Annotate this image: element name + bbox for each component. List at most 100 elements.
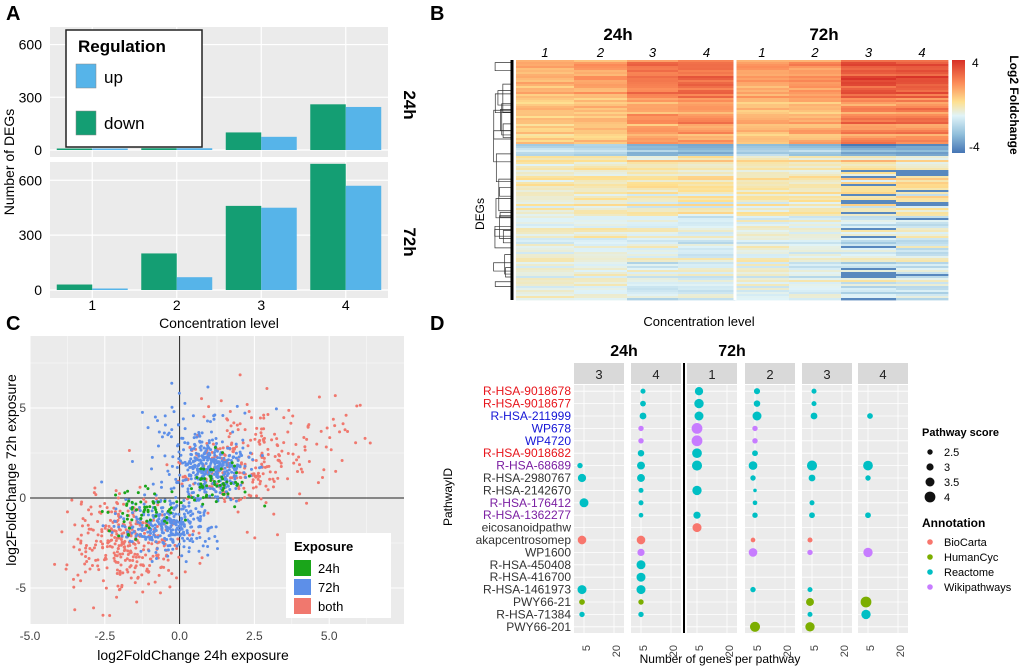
scatter-point-both	[211, 442, 215, 446]
scatter-point-72h	[206, 458, 210, 462]
heatmap-x-label: Concentration level	[643, 314, 754, 329]
scatter-point-24h	[199, 482, 203, 486]
heatmap-cell	[516, 232, 575, 235]
scatter-point-72h	[229, 458, 233, 462]
scatter-point-24h	[169, 511, 173, 515]
heatmap-cell	[896, 96, 949, 99]
scatter-point-both	[85, 560, 89, 564]
heatmap-cell	[678, 190, 736, 193]
scatter-point-both	[298, 463, 302, 467]
colorbar-title: Log2 Foldchange	[1007, 55, 1021, 155]
heatmap-cell	[516, 248, 575, 251]
scatter-point-both	[266, 447, 270, 451]
heatmap-cell	[627, 128, 679, 131]
heatmap-column-label: 3	[649, 45, 657, 60]
heatmap-cell	[516, 156, 575, 159]
heatmap-cell	[627, 186, 679, 189]
scatter-point-24h	[209, 478, 213, 482]
heatmap-cell	[735, 186, 790, 189]
scatter-point-72h	[251, 458, 255, 462]
heatmap-cell	[574, 82, 628, 85]
heatmap-cell	[574, 180, 628, 183]
heatmap-cell	[735, 194, 790, 197]
pathway-point-wikipathways	[807, 549, 813, 556]
heatmap-row	[516, 70, 949, 73]
heatmap-cell	[789, 100, 842, 103]
heatmap-cell	[678, 116, 736, 119]
scatter-point-72h	[209, 448, 213, 452]
heatmap-cell	[841, 196, 897, 199]
scatter-point-72h	[183, 427, 187, 431]
scatter-point-72h	[214, 448, 218, 452]
heatmap-cell	[574, 242, 628, 245]
heatmap-cell	[896, 178, 949, 181]
scatter-point-24h	[235, 483, 239, 487]
heatmap-row	[516, 226, 949, 229]
pathway-point-biocarta	[636, 535, 646, 545]
heatmap-cell	[896, 264, 949, 267]
scatter-point-72h	[164, 525, 168, 529]
scatter-point-both	[200, 397, 204, 401]
dendrogram-branch	[494, 281, 512, 287]
annotation-legend-biocarta-dot	[927, 539, 933, 545]
heatmap-row	[516, 146, 949, 149]
heatmap-cell	[574, 102, 628, 105]
heatmap-cell	[627, 288, 679, 291]
dendrogram-branch	[497, 90, 512, 106]
heatmap-cell	[516, 234, 575, 237]
pathway-point-reactome	[753, 400, 761, 407]
heatmap-cell	[574, 72, 628, 75]
heatmap-cell	[574, 156, 628, 159]
heatmap-cell	[789, 150, 842, 153]
scatter-point-both	[341, 422, 345, 426]
heatmap-cell	[678, 256, 736, 259]
scatter-point-24h	[153, 492, 157, 496]
panel-c-scatter: -5.0 -2.5 0.0 2.5 5.050-5 log2FoldChange 24h…	[3, 336, 404, 663]
scatter-point-both	[53, 562, 57, 566]
heatmap-cell	[841, 198, 897, 201]
heatmap-cell	[735, 74, 790, 77]
legend-72h-swatch	[294, 579, 311, 595]
scatter-point-both	[282, 441, 286, 445]
heatmap-cell	[896, 78, 949, 81]
scatter-point-both	[84, 543, 88, 547]
heatmap-cell	[627, 124, 679, 127]
heatmap-cell	[574, 276, 628, 279]
scatter-point-72h	[232, 455, 236, 459]
heatmap-cell	[735, 68, 790, 71]
a-y-tick-label: 300	[19, 227, 43, 243]
scatter-point-72h	[191, 471, 195, 475]
heatmap-cell	[574, 254, 628, 257]
heatmap-cell	[627, 208, 679, 211]
pathway-point-reactome	[579, 611, 585, 618]
scatter-point-both	[90, 548, 94, 552]
heatmap-cell	[516, 250, 575, 253]
heatmap-cell	[678, 60, 736, 63]
scatter-point-72h	[215, 473, 219, 477]
heatmap-cell	[574, 106, 628, 109]
heatmap-cell	[896, 244, 949, 247]
pathway-point-reactome	[639, 412, 647, 420]
scatter-point-24h	[122, 520, 126, 524]
scatter-point-both	[65, 563, 69, 567]
scatter-point-both	[235, 423, 239, 427]
heatmap-cell	[516, 68, 575, 71]
scatter-point-both	[100, 528, 104, 532]
heatmap-row	[516, 294, 949, 297]
heatmap-cell	[841, 148, 897, 151]
heatmap-row	[516, 140, 949, 143]
scatter-point-72h	[195, 536, 199, 540]
heatmap-cell	[574, 64, 628, 67]
heatmap-cell	[896, 236, 949, 239]
scatter-point-both	[120, 540, 124, 544]
heatmap-row	[516, 228, 949, 231]
heatmap-cell	[574, 132, 628, 135]
heatmap-cell	[574, 142, 628, 145]
heatmap-cell	[574, 222, 628, 225]
heatmap-row	[516, 82, 949, 85]
pathway-name-WP678: WP678	[532, 421, 572, 435]
scatter-point-both	[87, 508, 91, 512]
heatmap-cell	[678, 62, 736, 65]
scatter-point-72h	[202, 511, 206, 515]
scatter-point-both	[79, 579, 83, 583]
